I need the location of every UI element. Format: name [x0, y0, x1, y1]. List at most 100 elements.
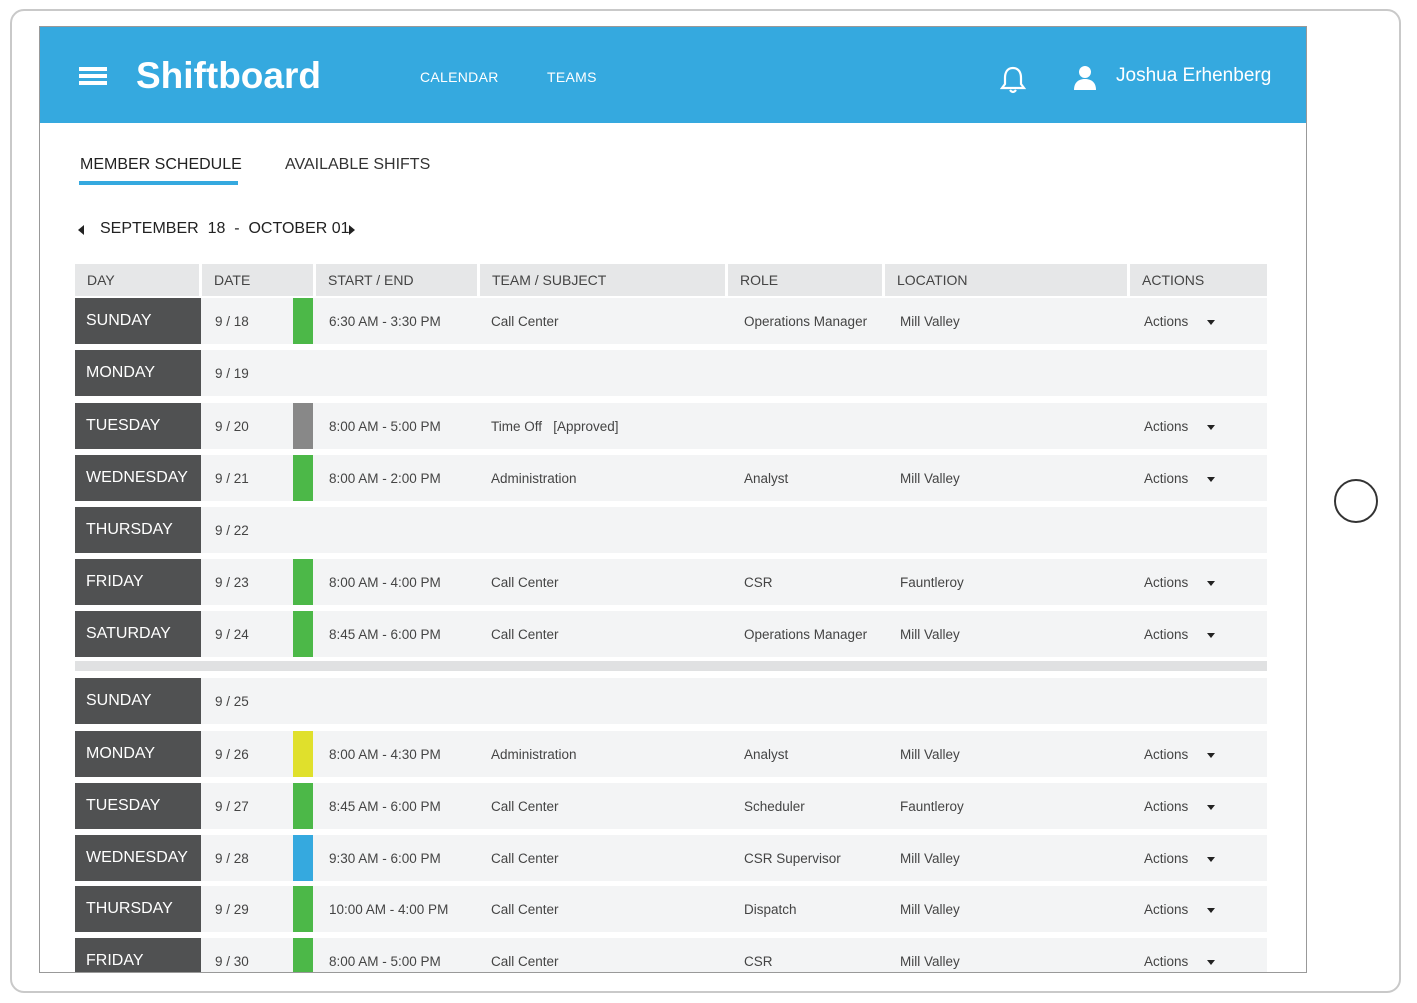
row-role: CSR	[744, 954, 773, 969]
shift-color-indicator	[293, 559, 313, 605]
tab-member-schedule[interactable]: MEMBER SCHEDULE	[80, 156, 242, 173]
date-range-label: SEPTEMBER 18 - OCTOBER 01	[100, 220, 350, 237]
nav-calendar[interactable]: CALENDAR	[420, 69, 499, 85]
row-role: CSR	[744, 575, 773, 590]
caret-down-icon[interactable]	[1207, 857, 1215, 862]
header-date: DATE	[202, 264, 313, 296]
row-team-subject: Call Center	[491, 627, 559, 642]
row-location: Fauntleroy	[900, 799, 964, 814]
table-row: SUNDAY 9 / 25	[75, 678, 1267, 724]
row-time: 8:00 AM - 5:00 PM	[329, 419, 441, 434]
tab-available-shifts[interactable]: AVAILABLE SHIFTS	[285, 156, 431, 173]
actions-dropdown[interactable]: Actions	[1144, 954, 1189, 969]
row-date: 9 / 26	[215, 747, 249, 762]
actions-dropdown[interactable]: Actions	[1144, 471, 1189, 486]
row-team-subject: Call Center	[491, 954, 559, 969]
row-date: 9 / 24	[215, 627, 249, 642]
caret-down-icon[interactable]	[1207, 581, 1215, 586]
table-row: WEDNESDAY 9 / 28 9:30 AM - 6:00 PM Call Cen…	[75, 835, 1267, 881]
row-time: 8:45 AM - 6:00 PM	[329, 799, 441, 814]
row-day: MONDAY	[75, 350, 201, 396]
row-role: Operations Manager	[744, 627, 868, 642]
row-date: 9 / 27	[215, 799, 249, 814]
row-day: SUNDAY	[75, 678, 201, 724]
header-actions: ACTIONS	[1130, 264, 1267, 296]
header-day: DAY	[75, 264, 199, 296]
row-date: 9 / 30	[215, 954, 249, 969]
row-day: FRIDAY	[75, 559, 201, 605]
row-location: Mill Valley	[900, 851, 960, 866]
row-role: Analyst	[744, 471, 789, 486]
actions-dropdown[interactable]: Actions	[1144, 627, 1189, 642]
row-day: SATURDAY	[75, 611, 201, 657]
table-row: SUNDAY 9 / 18 6:30 AM - 3:30 PM Call Center…	[75, 298, 1267, 344]
caret-down-icon[interactable]	[1207, 425, 1215, 430]
row-day: WEDNESDAY	[75, 455, 201, 501]
row-time: 8:00 AM - 2:00 PM	[329, 471, 441, 486]
table-row: THURSDAY 9 / 22	[75, 507, 1267, 553]
home-button[interactable]	[1334, 479, 1378, 523]
shift-color-indicator	[293, 611, 313, 657]
row-day: FRIDAY	[75, 938, 201, 972]
nav-teams[interactable]: TEAMS	[547, 69, 597, 85]
row-team-subject: Call Center	[491, 799, 559, 814]
actions-dropdown[interactable]: Actions	[1144, 851, 1189, 866]
shift-color-indicator	[293, 731, 313, 777]
row-time: 8:00 AM - 4:00 PM	[329, 575, 441, 590]
actions-dropdown[interactable]: Actions	[1144, 902, 1189, 917]
menu-icon[interactable]	[79, 67, 107, 87]
row-location: Mill Valley	[900, 747, 960, 762]
table-header: DAY DATE START / END TEAM / SUBJECT ROLE…	[75, 264, 1267, 296]
caret-down-icon[interactable]	[1207, 477, 1215, 482]
row-time: 8:45 AM - 6:00 PM	[329, 627, 441, 642]
row-role: Dispatch	[744, 902, 797, 917]
row-location: Mill Valley	[900, 954, 960, 969]
actions-dropdown[interactable]: Actions	[1144, 799, 1189, 814]
week-separator	[75, 661, 1267, 671]
row-location: Mill Valley	[900, 314, 960, 329]
row-day: THURSDAY	[75, 886, 201, 932]
row-role: Operations Manager	[744, 314, 868, 329]
bell-icon[interactable]	[1000, 65, 1026, 95]
row-team-subject: Call Center	[491, 575, 559, 590]
user-name[interactable]: Joshua Erhenberg	[1116, 65, 1272, 86]
actions-dropdown[interactable]: Actions	[1144, 314, 1189, 329]
actions-dropdown[interactable]: Actions	[1144, 747, 1189, 762]
caret-down-icon[interactable]	[1207, 320, 1215, 325]
row-time: 10:00 AM - 4:00 PM	[329, 902, 449, 917]
chevron-right-icon[interactable]	[349, 225, 355, 235]
shift-color-indicator	[293, 403, 313, 449]
user-icon[interactable]	[1073, 65, 1097, 91]
row-date: 9 / 21	[215, 471, 249, 486]
actions-dropdown[interactable]: Actions	[1144, 575, 1189, 590]
row-date: 9 / 22	[215, 523, 249, 538]
active-tab-indicator	[79, 181, 238, 185]
caret-down-icon[interactable]	[1207, 908, 1215, 913]
row-date: 9 / 23	[215, 575, 249, 590]
caret-down-icon[interactable]	[1207, 960, 1215, 965]
table-row: WEDNESDAY 9 / 21 8:00 AM - 2:00 PM Administ…	[75, 455, 1267, 501]
table-row: TUESDAY 9 / 20 8:00 AM - 5:00 PM Time Off […	[75, 403, 1267, 449]
app-logo[interactable]: Shiftboard	[136, 55, 321, 96]
row-day: WEDNESDAY	[75, 835, 201, 881]
caret-down-icon[interactable]	[1207, 805, 1215, 810]
shift-color-indicator	[293, 783, 313, 829]
row-date: 9 / 19	[215, 366, 249, 381]
row-date: 9 / 29	[215, 902, 249, 917]
row-time: 9:30 AM - 6:00 PM	[329, 851, 441, 866]
actions-dropdown[interactable]: Actions	[1144, 419, 1189, 434]
shift-color-indicator	[293, 886, 313, 932]
shift-color-indicator	[293, 835, 313, 881]
shift-color-indicator	[293, 938, 313, 972]
table-row: FRIDAY 9 / 23 8:00 AM - 4:00 PM Call Center…	[75, 559, 1267, 605]
header-start-end: START / END	[316, 264, 477, 296]
shift-color-indicator	[293, 455, 313, 501]
caret-down-icon[interactable]	[1207, 753, 1215, 758]
row-team-subject: Administration	[491, 747, 577, 762]
shift-color-indicator	[293, 298, 313, 344]
table-row: MONDAY 9 / 26 8:00 AM - 4:30 PM Administrat…	[75, 731, 1267, 777]
chevron-left-icon[interactable]	[78, 225, 84, 235]
row-date: 9 / 25	[215, 694, 249, 709]
caret-down-icon[interactable]	[1207, 633, 1215, 638]
row-time: 8:00 AM - 4:30 PM	[329, 747, 441, 762]
